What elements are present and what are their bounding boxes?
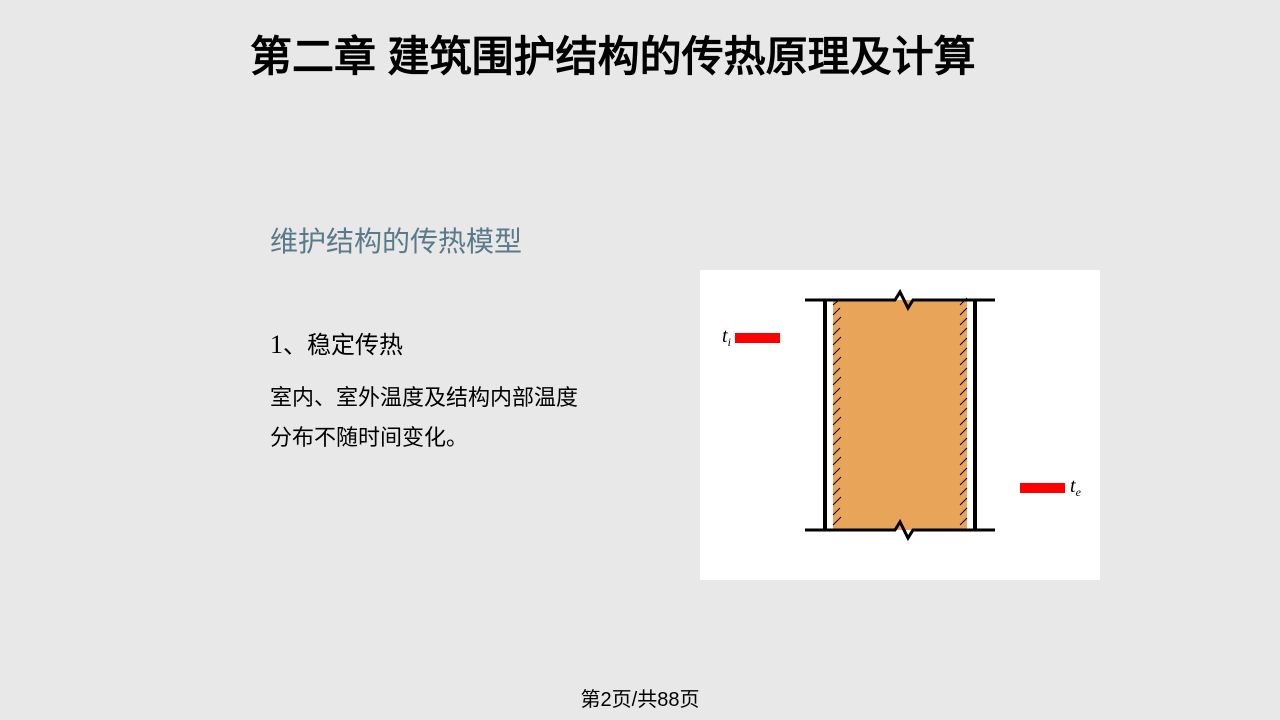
right-temp-label: te <box>1070 475 1082 499</box>
desc-line-1: 室内、室外温度及结构内部温度 <box>270 378 630 418</box>
left-temp-label: ti <box>722 325 731 349</box>
content-item-1: 1、稳定传热 <box>270 325 630 360</box>
page-number: 第2页/共88页 <box>581 683 700 712</box>
wall-fill <box>833 300 967 530</box>
diagram-svg: ti te <box>700 270 1100 580</box>
slide-title: 第二章 建筑围护结构的传热原理及计算 <box>250 30 1180 85</box>
content-description: 室内、室外温度及结构内部温度 分布不随时间变化。 <box>270 378 630 457</box>
slide-container: 第二章 建筑围护结构的传热原理及计算 维护结构的传热模型 1、稳定传热 室内、室… <box>0 0 1280 720</box>
wall-diagram: ti te <box>700 270 1100 580</box>
item-number: 1 <box>270 330 283 359</box>
left-temp-indicator <box>735 333 780 343</box>
slide-subtitle: 维护结构的传热模型 <box>270 220 522 260</box>
desc-line-2: 分布不随时间变化。 <box>270 418 630 458</box>
item-text: 、稳定传热 <box>283 332 403 359</box>
right-temp-indicator <box>1020 483 1065 493</box>
content-block: 1、稳定传热 室内、室外温度及结构内部温度 分布不随时间变化。 <box>270 325 630 457</box>
